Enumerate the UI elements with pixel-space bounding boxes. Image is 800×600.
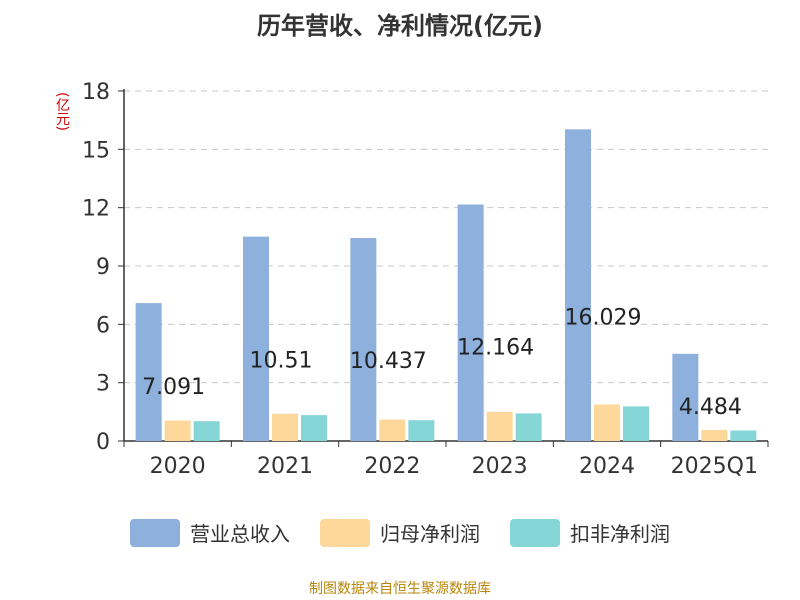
legend: 营业总收入 归母净利润 扣非净利润 [0, 518, 800, 547]
x-tick-label: 2023 [472, 454, 528, 479]
bar-1-4 [594, 404, 620, 441]
data-label: 7.091 [142, 375, 205, 400]
y-tick-label: 6 [96, 313, 110, 338]
x-tick-label: 2025Q1 [671, 454, 758, 479]
bar-2-1 [301, 415, 327, 441]
y-tick-label: 18 [82, 80, 110, 105]
legend-item[interactable]: 营业总收入 [130, 518, 290, 547]
data-label: 10.437 [350, 349, 427, 374]
x-tick-label: 2022 [364, 454, 420, 479]
bar-2-3 [515, 413, 542, 441]
y-tick-label: 15 [82, 138, 110, 163]
bar-1-2 [379, 419, 406, 441]
bar-0-4 [565, 129, 591, 441]
data-label: 10.51 [250, 348, 313, 373]
legend-swatch [130, 518, 180, 547]
legend-label: 营业总收入 [190, 522, 290, 546]
bar-1-0 [164, 420, 191, 441]
bar-1-3 [486, 411, 513, 441]
y-tick-label: 3 [96, 372, 110, 397]
bar-2-0 [193, 421, 220, 441]
data-label: 12.164 [457, 335, 534, 360]
legend-item[interactable]: 归母净利润 [320, 518, 480, 547]
bar-2-5 [730, 430, 757, 441]
bar-0-1 [243, 236, 269, 441]
legend-swatch [510, 518, 560, 547]
x-tick-label: 2021 [257, 454, 313, 479]
x-tick-label: 2020 [150, 454, 206, 479]
x-tick-label: 2024 [579, 454, 635, 479]
legend-swatch [320, 518, 370, 547]
data-label: 4.484 [679, 395, 742, 420]
y-tick-label: 12 [82, 197, 110, 222]
bar-1-5 [701, 429, 728, 441]
source-note: 制图数据来自恒生聚源数据库 [309, 581, 491, 597]
bar-1-1 [272, 413, 298, 441]
bar-2-2 [408, 420, 435, 441]
bar-0-0 [135, 303, 162, 441]
bar-0-3 [457, 204, 484, 441]
legend-item[interactable]: 扣非净利润 [510, 518, 670, 547]
bar-0-2 [350, 238, 377, 441]
y-tick-label: 9 [96, 255, 110, 280]
bar-0-5 [672, 353, 699, 441]
y-unit-label: (亿元) [54, 92, 70, 131]
y-tick-label: 0 [96, 430, 110, 455]
data-label: 16.029 [565, 305, 642, 330]
chart-title: 历年营收、净利情况(亿元) [257, 12, 543, 40]
legend-label: 归母净利润 [380, 522, 480, 546]
legend-label: 扣非净利润 [570, 522, 670, 546]
bar-2-4 [623, 406, 649, 441]
